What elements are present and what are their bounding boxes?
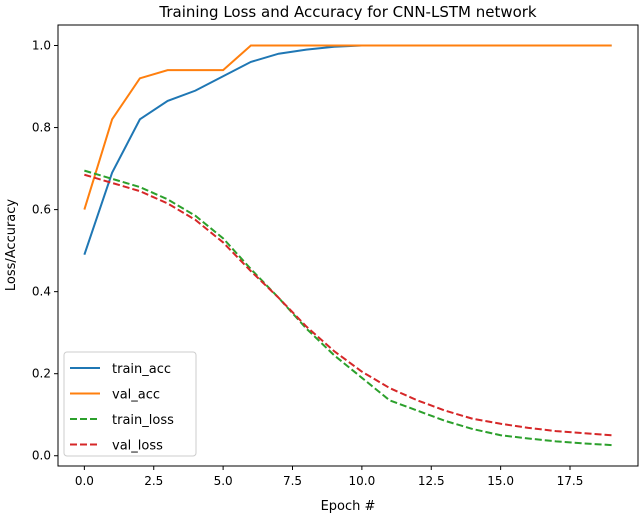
legend-label: train_loss bbox=[112, 413, 174, 428]
series-line-train_loss bbox=[84, 169, 612, 447]
y-tick-label: 0.6 bbox=[32, 203, 51, 217]
y-tick-label: 0.8 bbox=[32, 121, 51, 135]
y-tick-label: 0.2 bbox=[32, 367, 51, 381]
x-tick-label: 10.0 bbox=[349, 474, 376, 488]
series-line-val_loss bbox=[84, 173, 612, 437]
series-line-train_acc bbox=[83, 44, 612, 256]
x-tick-label: 12.5 bbox=[418, 474, 445, 488]
x-tick-label: 7.5 bbox=[283, 474, 302, 488]
legend: train_acc val_acc train_loss val_loss bbox=[63, 351, 197, 457]
x-tick-label: 5.0 bbox=[214, 474, 233, 488]
chart-title: Training Loss and Accuracy for CNN-LSTM … bbox=[158, 3, 537, 21]
x-axis-label: Epoch # bbox=[321, 499, 376, 514]
legend-label: val_acc bbox=[112, 388, 160, 403]
legend-box bbox=[63, 351, 197, 457]
y-tick-label: 0.4 bbox=[32, 285, 51, 299]
x-tick-label: 0.0 bbox=[75, 474, 94, 488]
y-tick-label: 0.0 bbox=[32, 449, 51, 463]
x-tick-label: 15.0 bbox=[487, 474, 514, 488]
y-tick-label: 1.0 bbox=[32, 39, 51, 53]
legend-label: train_acc bbox=[112, 362, 171, 377]
plot-frame bbox=[57, 24, 639, 467]
y-axis-label: Loss/Accuracy bbox=[4, 199, 19, 292]
x-tick-label: 17.5 bbox=[557, 474, 584, 488]
legend-label: val_loss bbox=[112, 439, 163, 454]
series-line-val_acc bbox=[83, 44, 612, 210]
x-tick-label: 2.5 bbox=[144, 474, 163, 488]
